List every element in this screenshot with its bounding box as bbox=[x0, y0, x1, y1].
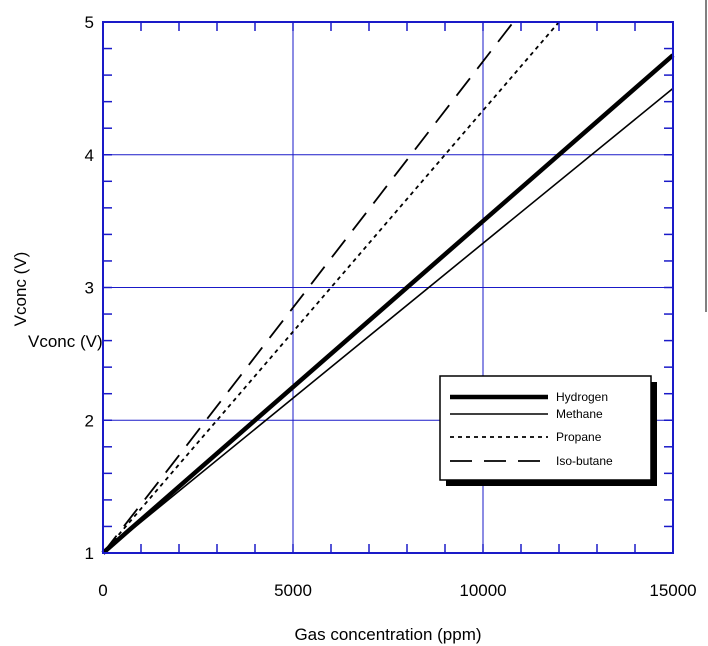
y-tick-label: 3 bbox=[85, 279, 94, 298]
y-tick-label: 4 bbox=[85, 146, 94, 165]
legend: Hydrogen Methane Propane Iso-butane bbox=[439, 375, 657, 486]
legend-entries: Hydrogen Methane Propane Iso-butane bbox=[450, 390, 613, 468]
series-line-iso-butane bbox=[102, 21, 515, 554]
y-axis-title-overlay: Vconc (V) bbox=[28, 332, 103, 351]
tick-layer bbox=[102, 21, 674, 554]
x-tick-labels: 0 5000 10000 15000 bbox=[98, 581, 696, 600]
x-axis-title: Gas concentration (ppm) bbox=[294, 625, 481, 644]
x-tick-label: 15000 bbox=[649, 581, 696, 600]
y-tick-labels: 1 2 3 4 5 bbox=[85, 13, 94, 563]
legend-box bbox=[439, 375, 652, 481]
series-line-methane bbox=[102, 87, 674, 554]
y-tick-label: 5 bbox=[85, 13, 94, 32]
x-tick-label: 10000 bbox=[459, 581, 506, 600]
y-tick-label: 1 bbox=[85, 544, 94, 563]
series-line-hydrogen bbox=[101, 53, 675, 555]
legend-label-iso-butane: Iso-butane bbox=[556, 454, 613, 468]
y-axis-title: Vconc (V) bbox=[11, 252, 30, 327]
x-tick-label: 5000 bbox=[274, 581, 312, 600]
legend-label-methane: Methane bbox=[556, 407, 603, 421]
y-tick-label: 2 bbox=[85, 411, 94, 430]
legend-label-hydrogen: Hydrogen bbox=[556, 390, 608, 404]
series-layer bbox=[101, 21, 675, 555]
legend-label-propane: Propane bbox=[556, 430, 602, 444]
x-tick-label: 0 bbox=[98, 581, 107, 600]
